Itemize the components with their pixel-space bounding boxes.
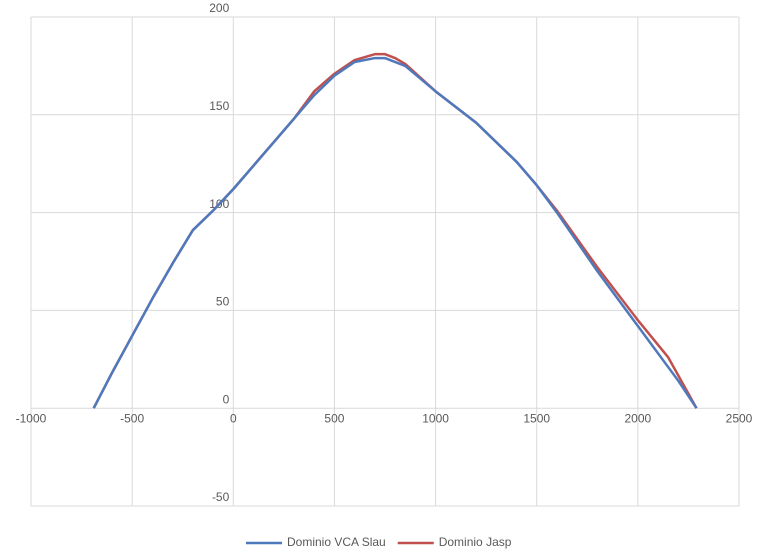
x-tick-label: 2500 [726,411,753,425]
x-tick-label: -1000 [16,411,47,425]
legend-label: Dominio Jasp [439,535,512,549]
x-tick-label: 0 [230,411,237,425]
y-tick-label: 50 [216,295,230,309]
series-line [92,56,698,409]
y-tick-label: 150 [209,99,229,113]
x-tick-label: 500 [324,411,344,425]
y-tick-label: 0 [223,392,230,406]
x-tick-label: 1500 [523,411,550,425]
x-tick-label: 2000 [625,411,652,425]
x-tick-label: -500 [120,411,144,425]
series-line [92,52,698,409]
y-tick-label: -50 [212,490,230,504]
legend-label: Dominio VCA Slau [287,535,386,549]
x-tick-label: 1000 [422,411,449,425]
y-tick-label: 200 [209,1,229,15]
